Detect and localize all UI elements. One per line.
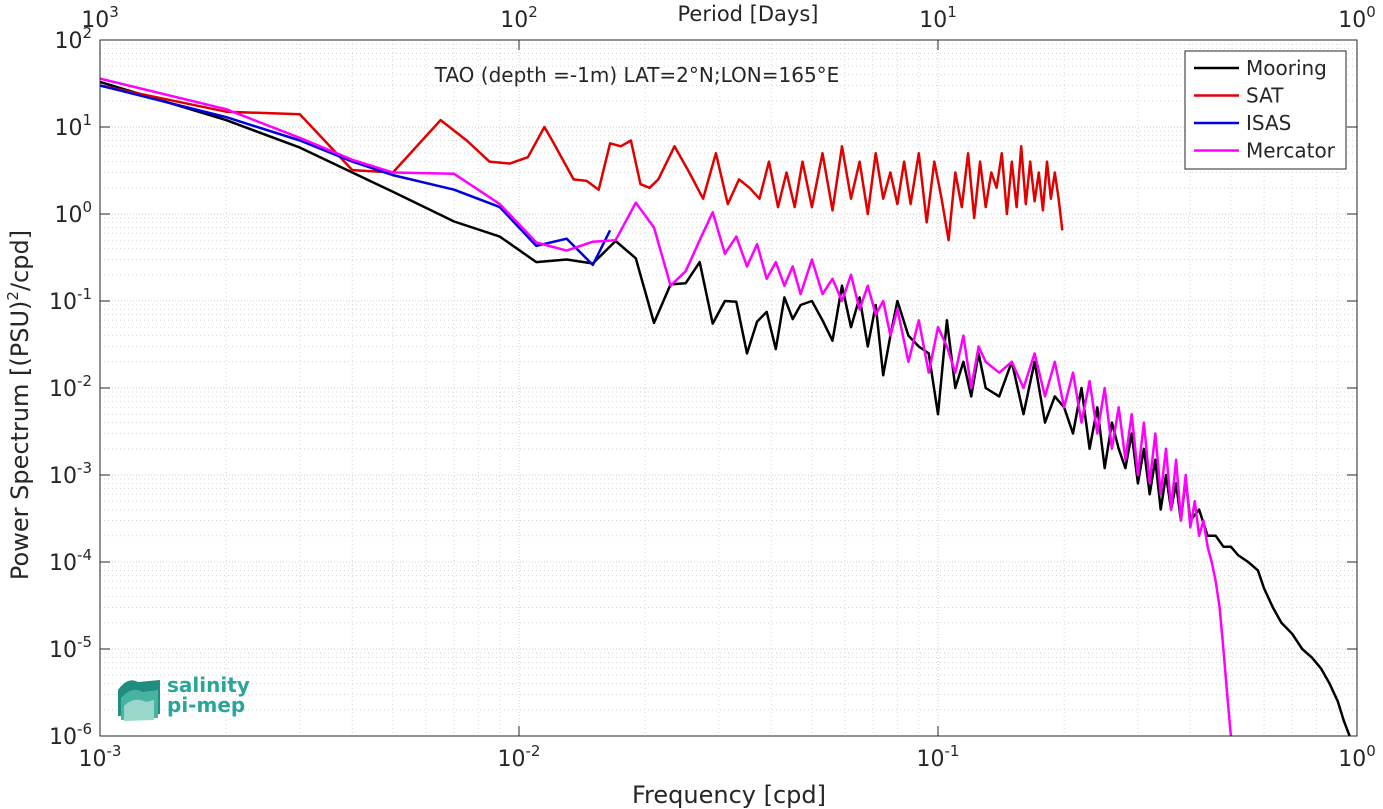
y-tick-label: 10-2 [49,372,92,402]
legend-label: Mercator [1246,139,1336,163]
y-axis-label: Power Spectrum [(PSU)2/cpd] [4,230,34,580]
y-tick-label: 10-3 [49,459,92,489]
x-tick-label: 10-1 [917,742,960,772]
series-line-sat [99,84,1064,242]
series-layer [99,77,1351,737]
top-tick-label: 100 [1338,3,1376,33]
y-tick-label: 100 [54,198,92,228]
y-tick-label: 101 [54,111,92,141]
y-tick-label: 10-1 [49,285,92,315]
legend-label: Mooring [1246,56,1327,80]
legend-label: ISAS [1246,111,1291,135]
y-tick-label: 10-6 [49,720,92,750]
logo-text-line2: pi-mep [167,693,245,717]
top-tick-label: 102 [500,3,538,33]
y-axis-label-exponent: 2 [4,291,22,301]
x-tick-label: 10-3 [79,742,122,772]
y-tick-label: 10-4 [49,546,92,576]
logo-text-line1: salinity [167,673,250,697]
legend-label: SAT [1246,84,1284,108]
salinity-pi-mep-logo: salinity pi-mep [118,673,250,721]
x-axis-label: Frequency [cpd] [632,781,826,809]
x-tick-label: 100 [1338,742,1376,772]
y-axis-label-main: Power Spectrum [(PSU) [6,301,34,580]
legend: Mooring SAT ISAS Mercator [1184,50,1347,170]
y-tick-label: 10-5 [49,633,92,663]
top-tick-label: 103 [81,3,119,33]
chart-title: TAO (depth =-1m) LAT=2°N;LON=165°E [434,63,840,87]
top-tick-label: 101 [919,3,957,33]
logo-waves-icon [118,680,160,721]
y-axis-label-tail: /cpd] [6,230,34,291]
top-axis-label: Period [Days] [678,2,819,26]
series-line-mooring [99,80,1351,737]
series-line-mercator [99,77,1233,737]
y-tick-label: 102 [54,24,92,54]
x-tick-label: 10-2 [498,742,541,772]
